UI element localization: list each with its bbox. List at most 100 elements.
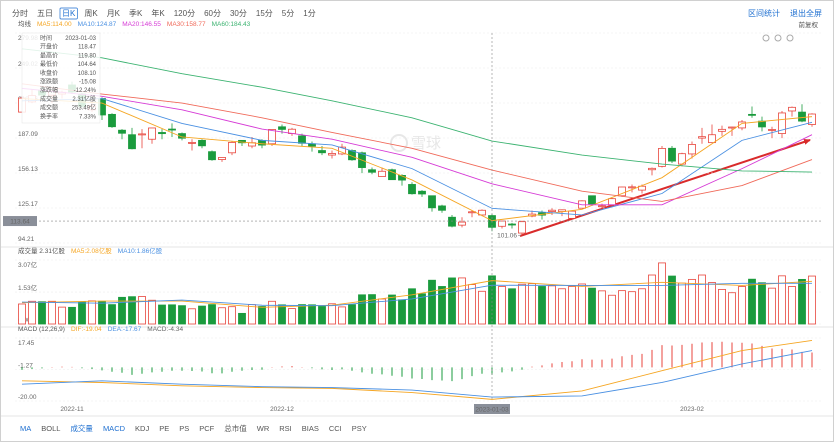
legend-title: MACD (12,26,9) — [18, 326, 65, 333]
candle-body — [698, 136, 706, 139]
indicator-tab[interactable]: KDJ — [135, 424, 149, 433]
volume-bar — [498, 286, 506, 325]
volume-bar — [348, 304, 356, 325]
indicator-line — [21, 350, 813, 398]
candle-body — [188, 142, 196, 144]
tooltip-key: 最低价 — [40, 60, 58, 68]
volume-bar — [718, 288, 726, 325]
reset-icon[interactable] — [786, 34, 794, 42]
volume-bar — [288, 308, 296, 325]
volume-bar — [18, 303, 26, 325]
x-tick-label: 2023-02 — [680, 406, 704, 413]
period-tab[interactable]: 季K — [129, 8, 143, 18]
indicator-tab[interactable]: PSY — [352, 424, 367, 433]
candle-body — [518, 221, 526, 234]
volume-bar — [668, 275, 676, 325]
indicator-tab[interactable]: PS — [179, 424, 189, 433]
tooltip-key: 最高价 — [40, 51, 58, 59]
toolbar-link[interactable]: 区间统计 — [748, 8, 780, 18]
tooltip-key: 开盘价 — [40, 43, 58, 51]
candle-body — [608, 198, 616, 206]
period-tab[interactable]: 日K — [62, 9, 76, 18]
volume-bar — [638, 288, 646, 325]
volume-bar — [328, 303, 336, 325]
candle-body — [798, 111, 806, 122]
adjust-mode[interactable]: 前复权 — [799, 20, 819, 29]
volume-bar — [568, 286, 576, 325]
zoom-out-icon[interactable] — [774, 34, 782, 42]
indicator-tab[interactable]: MACD — [103, 424, 126, 433]
period-tab[interactable]: 分时 — [12, 8, 28, 18]
volume-bar — [388, 294, 396, 325]
indicator-tab[interactable]: BIAS — [302, 424, 319, 433]
volume-bar — [768, 287, 776, 325]
period-tab[interactable]: 120分 — [174, 9, 195, 18]
volume-bar — [58, 306, 66, 325]
volume-bar — [748, 278, 756, 325]
period-tab[interactable]: 1分 — [303, 9, 315, 18]
candle-body — [598, 205, 606, 208]
indicator-tab[interactable]: PE — [159, 424, 169, 433]
indicator-tab[interactable]: RSI — [279, 424, 292, 433]
volume-bar — [558, 288, 566, 325]
zoom-in-icon[interactable] — [762, 34, 770, 42]
volume-bar — [628, 291, 636, 325]
volume-bar — [678, 282, 686, 325]
volume-bar — [698, 274, 706, 325]
volume-bar — [398, 299, 406, 325]
candle-body — [448, 216, 456, 227]
volume-bar — [268, 300, 276, 325]
crosshair-y-label: 113.64 — [10, 219, 30, 226]
tooltip-value: -12.24% — [74, 88, 97, 94]
indicator-tab[interactable]: 成交量 — [70, 423, 93, 433]
period-tab[interactable]: 5分 — [282, 9, 294, 18]
candle-body — [208, 151, 216, 161]
legend-entry: MA10:124.87 — [78, 21, 117, 28]
candle-body — [728, 126, 736, 129]
period-tab[interactable]: 15分 — [256, 9, 273, 18]
indicator-tab[interactable]: BOLL — [41, 424, 60, 433]
x-tick-label: 2022-12 — [270, 406, 294, 413]
low-label: 101.06 — [497, 232, 517, 239]
y-tick-label: 1.53亿 — [18, 283, 38, 292]
tooltip-key: 成交额 — [40, 104, 58, 112]
legend-entry: DIF:-19.04 — [71, 326, 102, 333]
volume-bar — [488, 275, 496, 325]
tooltip-key: 时间 — [40, 34, 52, 42]
volume-bar — [428, 279, 436, 325]
indicator-tab[interactable]: 总市值 — [224, 423, 247, 433]
candle-body — [418, 190, 426, 195]
tooltip-value: 119.80 — [78, 53, 97, 59]
y-tick-label: 94.21 — [18, 236, 35, 243]
volume-bar — [28, 300, 36, 325]
indicator-tab[interactable]: WR — [257, 424, 270, 433]
period-tab[interactable]: 月K — [107, 9, 121, 18]
candle-body — [508, 223, 516, 226]
candle-body — [588, 195, 596, 205]
volume-bar — [738, 286, 746, 325]
candle-body — [498, 220, 506, 227]
volume-bar — [238, 312, 246, 325]
indicator-tab[interactable]: PCF — [199, 424, 214, 433]
period-tab-active — [59, 7, 78, 20]
volume-bar — [128, 296, 136, 325]
tooltip-value: 7.33% — [79, 114, 97, 120]
period-tab[interactable]: 60分 — [204, 9, 221, 18]
toolbar-link[interactable]: 退出全屏 — [790, 8, 822, 18]
period-tab[interactable]: 30分 — [230, 9, 247, 18]
period-tab[interactable]: 年K — [151, 8, 165, 18]
tooltip-key: 换手率 — [40, 112, 58, 120]
watermark: 雪球 — [390, 134, 441, 152]
volume-bar — [598, 290, 606, 325]
period-tab[interactable]: 周K — [84, 9, 98, 18]
indicator-tab[interactable]: MA — [20, 424, 31, 433]
legend-entry: MA10:1.86亿股 — [118, 246, 163, 255]
indicator-tab[interactable]: CCI — [329, 424, 342, 433]
volume-bar — [48, 300, 56, 325]
volume-bar — [758, 282, 766, 325]
crosshair-x-label: 2023-01-03 — [475, 407, 509, 414]
candle-body — [278, 126, 286, 130]
period-tab[interactable]: 五日 — [37, 9, 53, 18]
